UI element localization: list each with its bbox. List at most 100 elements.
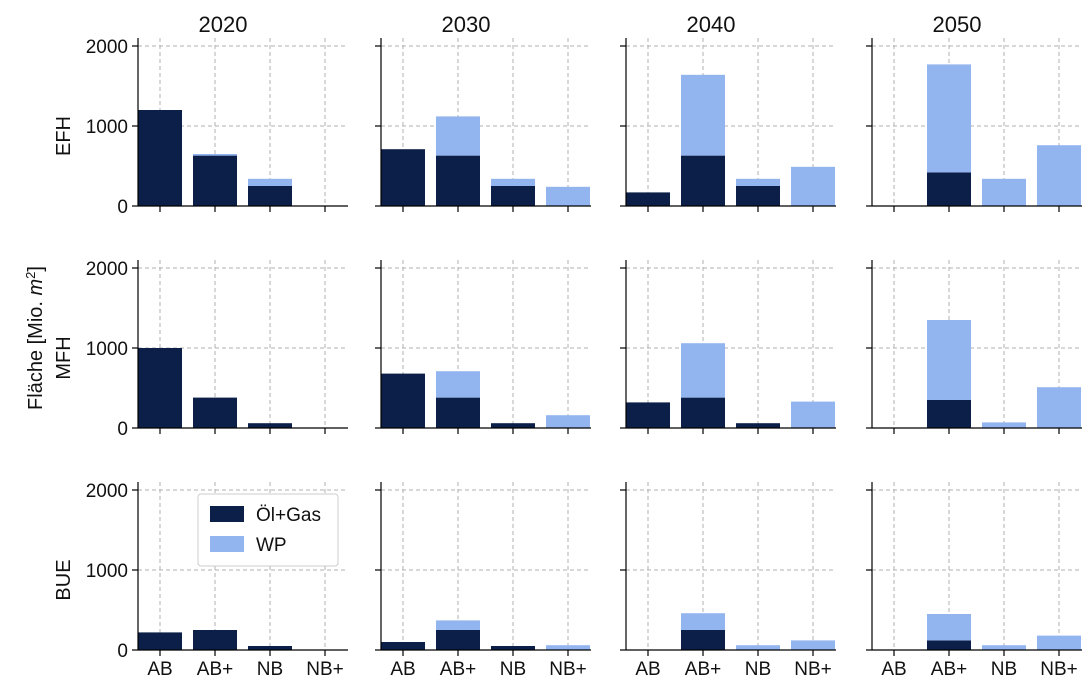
- panel-BUE-2030: AB AB+ NB NB+: [375, 482, 591, 680]
- panel-EFH-2020: 0 1000 2000: [86, 37, 348, 218]
- panel-MFH-2030: [375, 260, 591, 434]
- legend: Öl+Gas WP: [197, 493, 339, 567]
- bar-BUE-2030-NB-oelgas: [491, 646, 535, 650]
- row-label-BUE: BUE: [53, 559, 75, 600]
- bar-EFH-2030-AB+-oelgas: [436, 155, 480, 206]
- bar-MFH-2030-NB+-wp: [546, 415, 590, 428]
- legend-swatch-wp: [210, 536, 244, 552]
- bar-EFH-2050-AB+-oelgas: [927, 172, 971, 206]
- x-tick-label: AB: [147, 659, 172, 677]
- bar-MFH-2050-NB+-wp: [1037, 387, 1081, 428]
- x-tick-label: NB: [257, 659, 283, 677]
- bar-EFH-2020-AB-oelgas: [138, 110, 182, 206]
- bar-BUE-2030-AB+-wp: [436, 620, 480, 630]
- y-tick-label: 1000: [86, 117, 128, 138]
- y-tick-label: 1000: [86, 339, 128, 360]
- legend-label-wp: WP: [256, 535, 287, 556]
- bar-EFH-2050-AB+-wp: [927, 64, 971, 173]
- bar-EFH-2040-AB-oelgas: [626, 192, 670, 206]
- x-tick-label: NB: [745, 659, 771, 677]
- bar-BUE-2020-AB-oelgas: [138, 632, 182, 650]
- x-tick-label: NB: [500, 659, 526, 677]
- legend-swatch-oelgas: [210, 506, 244, 522]
- y-tick-label: 0: [117, 641, 128, 662]
- x-tick-label: NB+: [549, 659, 587, 677]
- legend-label-oelgas: Öl+Gas: [256, 505, 321, 526]
- bar-MFH-2050-AB+-wp: [927, 320, 971, 400]
- bar-MFH-2040-AB+-wp: [681, 343, 725, 398]
- panel-MFH-2040: [620, 260, 836, 434]
- column-title-2020: 2020: [199, 12, 248, 37]
- bar-EFH-2040-AB+-oelgas: [681, 155, 725, 206]
- bar-EFH-2040-AB+-wp: [681, 74, 725, 156]
- bar-EFH-2030-AB-oelgas: [381, 149, 425, 206]
- x-tick-label: AB+: [931, 659, 967, 677]
- bar-MFH-2030-NB-oelgas: [491, 423, 535, 428]
- column-title-2050: 2050: [933, 12, 982, 37]
- bar-EFH-2030-NB+-wp: [546, 186, 590, 206]
- bar-MFH-2030-AB+-oelgas: [436, 397, 480, 428]
- bar-EFH-2020-NB-wp: [248, 178, 292, 186]
- y-tick-label: 1000: [86, 561, 128, 582]
- bar-BUE-2030-NB+-wp: [546, 645, 590, 650]
- panel-MFH-2050: [866, 260, 1082, 434]
- bar-MFH-2040-NB+-wp: [791, 401, 835, 428]
- panel-EFH-2050: [866, 38, 1082, 212]
- x-tick-label: AB+: [685, 659, 721, 677]
- bar-BUE-2050-AB+-wp: [927, 614, 971, 641]
- bar-EFH-2030-NB-oelgas: [491, 186, 535, 206]
- bar-EFH-2020-AB+-wp: [193, 154, 237, 156]
- bar-MFH-2050-NB-wp: [982, 422, 1026, 428]
- bar-MFH-2050-AB+-oelgas: [927, 400, 971, 428]
- bar-EFH-2040-NB-oelgas: [736, 186, 780, 206]
- bar-BUE-2050-AB+-oelgas: [927, 640, 971, 650]
- bar-MFH-2030-AB+-wp: [436, 371, 480, 398]
- bar-MFH-2040-NB-oelgas: [736, 423, 780, 428]
- bar-EFH-2050-NB+-wp: [1037, 145, 1081, 206]
- bar-EFH-2020-NB-oelgas: [248, 186, 292, 206]
- bar-EFH-2050-NB-wp: [982, 178, 1026, 206]
- bar-MFH-2020-NB-oelgas: [248, 423, 292, 428]
- x-tick-label: AB: [881, 659, 906, 677]
- bar-MFH-2040-AB-oelgas: [626, 402, 670, 428]
- bar-BUE-2020-AB+-oelgas: [193, 630, 237, 650]
- row-label-MFH: MFH: [53, 336, 75, 379]
- panel-BUE-2050: AB AB+ NB NB+: [866, 482, 1082, 680]
- y-tick-label: 0: [117, 419, 128, 440]
- bar-BUE-2050-NB-wp: [982, 645, 1026, 650]
- bar-EFH-2040-NB-wp: [736, 178, 780, 186]
- x-tick-label: NB+: [1040, 659, 1078, 677]
- bar-BUE-2020-NB-oelgas: [248, 646, 292, 650]
- y-tick-label: 0: [117, 197, 128, 218]
- y-axis-label: Fläche [Mio. m2]: [23, 266, 48, 410]
- y-tick-label: 2000: [86, 37, 128, 58]
- bar-EFH-2020-AB+-oelgas: [193, 155, 237, 206]
- bar-EFH-2030-NB-wp: [491, 178, 535, 186]
- bar-MFH-2020-AB+-oelgas: [193, 397, 237, 428]
- bar-EFH-2040-NB+-wp: [791, 166, 835, 206]
- row-label-EFH: EFH: [53, 116, 75, 156]
- bar-MFH-2020-AB-oelgas: [138, 348, 182, 428]
- bar-BUE-2040-NB+-wp: [791, 640, 835, 650]
- panel-MFH-2020: 0 1000 2000: [86, 259, 348, 440]
- bar-BUE-2040-AB+-oelgas: [681, 630, 725, 650]
- column-title-2030: 2030: [442, 12, 491, 37]
- bar-BUE-2030-AB-oelgas: [381, 642, 425, 650]
- panel-EFH-2040: [620, 38, 836, 212]
- panel-BUE-2040: AB AB+ NB NB+: [620, 482, 836, 680]
- x-tick-label: AB: [635, 659, 660, 677]
- bar-BUE-2040-AB+-wp: [681, 613, 725, 630]
- column-title-2040: 2040: [687, 12, 736, 37]
- bar-BUE-2050-NB+-wp: [1037, 635, 1081, 650]
- bar-EFH-2030-AB+-wp: [436, 116, 480, 156]
- bar-MFH-2030-AB-oelgas: [381, 373, 425, 428]
- panel-EFH-2030: [375, 38, 591, 212]
- x-tick-label: AB+: [440, 659, 476, 677]
- y-tick-label: 2000: [86, 481, 128, 502]
- y-tick-label: 2000: [86, 259, 128, 280]
- x-tick-label: NB: [991, 659, 1017, 677]
- bar-MFH-2040-AB+-oelgas: [681, 397, 725, 428]
- bar-BUE-2030-AB+-oelgas: [436, 630, 480, 650]
